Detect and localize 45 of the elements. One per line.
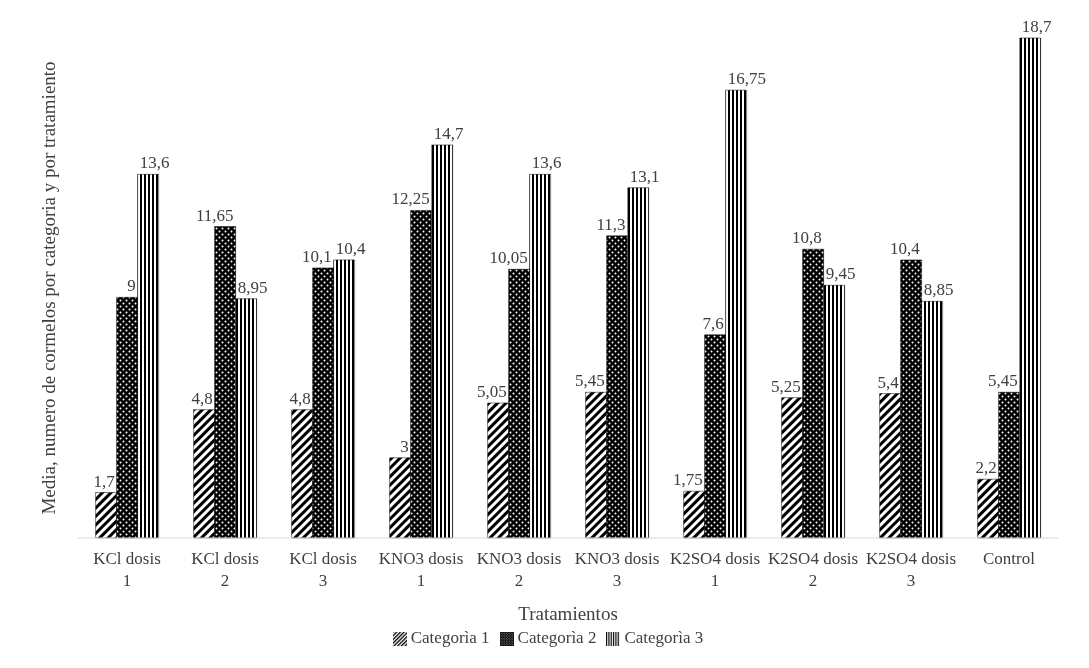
data-label: 12,25 <box>391 189 430 209</box>
data-label: 1,75 <box>672 470 703 490</box>
data-label: 5,45 <box>574 371 605 391</box>
x-axis-title: Tratamientos <box>518 603 618 624</box>
x-tick-label: K2SO4 dosis 3 <box>865 549 957 590</box>
data-label: 11,65 <box>196 205 234 225</box>
x-tick-label: KNO3 dosis 1 <box>378 549 464 590</box>
data-label: 9,45 <box>825 264 856 284</box>
data-label: 14,7 <box>433 123 464 143</box>
x-tick-label: KNO3 dosis 3 <box>574 549 660 590</box>
data-label: 5,4 <box>877 372 900 392</box>
data-label: 5,05 <box>476 381 507 401</box>
data-label: 8,95 <box>237 277 268 297</box>
x-tick-label: KCl dosis 3 <box>289 549 357 590</box>
x-tick-label: KCl dosis 2 <box>191 549 259 590</box>
data-label: 16,75 <box>727 69 766 89</box>
legend-label: Categorìa 2 <box>517 628 597 647</box>
data-label: 10,8 <box>791 228 822 248</box>
data-label: 9 <box>127 276 136 296</box>
data-label: 13,1 <box>629 166 660 186</box>
data-label: 5,25 <box>770 376 801 396</box>
data-label: 11,3 <box>596 214 626 234</box>
data-label: 10,05 <box>489 248 528 268</box>
data-label: 4,8 <box>289 388 311 408</box>
x-tick-label: Control <box>983 549 1036 568</box>
data-label: 4,8 <box>191 388 213 408</box>
data-label: 8,85 <box>923 280 954 300</box>
y-axis-title: Media, numero de cormelos por categoria y por tratamiento <box>37 61 59 515</box>
data-label: 10,4 <box>889 238 921 258</box>
x-tick-label: KCl dosis 1 <box>93 549 161 590</box>
data-label: 1,7 <box>93 471 116 491</box>
data-label: 13,6 <box>139 153 170 173</box>
x-tick-label: KNO3 dosis 2 <box>476 549 562 590</box>
x-tick-label: K2SO4 dosis 1 <box>669 549 761 590</box>
data-label: 7,6 <box>702 313 724 333</box>
data-label: 10,1 <box>301 246 332 266</box>
data-label: 10,4 <box>335 238 366 258</box>
legend-label: Categorìa 1 <box>410 628 490 647</box>
data-label: 13,6 <box>531 153 562 173</box>
data-label: 2,2 <box>975 458 997 478</box>
legend-label: Categorìa 3 <box>624 628 704 647</box>
data-label: 3 <box>400 436 409 456</box>
data-label: 18,7 <box>1021 17 1052 36</box>
data-label: 5,45 <box>987 371 1018 391</box>
x-tick-label: K2SO4 dosis 2 <box>767 549 859 590</box>
